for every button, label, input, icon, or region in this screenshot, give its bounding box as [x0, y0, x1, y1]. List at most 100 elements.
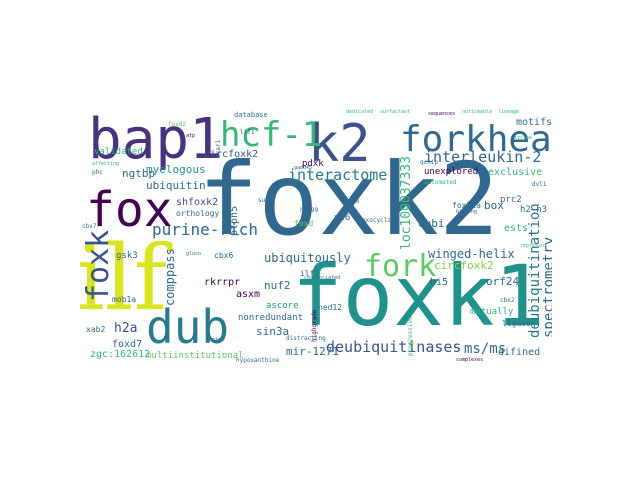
word-noticeable: noticeable [462, 109, 493, 115]
word-gluco: gluco [186, 251, 202, 257]
word-orf24: orf24 [486, 275, 520, 288]
word-sin3a: sin3a [256, 325, 290, 338]
word-foxk1: foxk1 [292, 247, 545, 345]
word-hcf-1: hcf-1 [220, 115, 323, 155]
word-ubiquitin: ubiquitin [146, 179, 206, 192]
word-motifs: motifs [516, 117, 552, 128]
word-ngtbp: ngtbp [122, 167, 156, 180]
word-atp: atp [186, 133, 196, 139]
word-cubi: cubi [418, 217, 445, 230]
word-ptel: ptel [212, 337, 225, 343]
word-foxk: foxk [81, 229, 116, 302]
word-spectrometry: spectrometry [541, 236, 552, 338]
word-coassociated: coassociated [304, 275, 341, 281]
word-repressor: repressor [520, 243, 548, 249]
word-dub: dub [146, 300, 230, 354]
word-gsk3: gsk3 [116, 251, 138, 261]
word-surfactant: surfactant [380, 109, 411, 115]
word-foxk1a: foxk1a [452, 201, 481, 210]
word-complexes: complexes [456, 357, 484, 363]
word-asxm: asxm [236, 289, 261, 300]
word-foxd7: foxd7 [112, 339, 143, 350]
word-progressive: progressive [407, 316, 414, 356]
word-foxk2: foxk2 [198, 141, 500, 258]
word-comppass: comppass [163, 248, 177, 306]
word-bap1: bap1 [88, 107, 223, 172]
word-shfoxk2: shfoxk2 [176, 197, 219, 208]
word-cbx7: cbx7 [82, 223, 97, 230]
word-exclusive: exclusive [488, 167, 543, 178]
word-box: box [484, 199, 504, 212]
word-circfoxk2-green: circfoxk2 [434, 259, 494, 272]
word-sumo: sumo [258, 197, 273, 204]
word-affecting: affecting [92, 161, 120, 167]
word-fork: fork [364, 249, 437, 284]
word-ests: ests [504, 223, 529, 234]
word-cbx2: cbx2 [500, 297, 515, 304]
word-winged-helix: winged-helix [428, 247, 515, 261]
word-dedicated: dedicated [346, 109, 374, 115]
word-fixed: fixed [344, 199, 360, 205]
word-y26: y26 [334, 213, 351, 223]
word-database: database [234, 111, 268, 119]
word-sequences: sequences [428, 111, 456, 117]
word-lineage: lineage [498, 109, 520, 115]
word-pdxk: pdxk [302, 159, 324, 169]
word-fox: fox [86, 182, 173, 238]
word-automated: automated [424, 179, 457, 186]
word-exocyclic: exocyclic [362, 217, 395, 224]
word-deubiquitinases: deubiquitinases [326, 338, 462, 356]
word-validated: validated [94, 147, 143, 157]
word-rkrrpr: rkrrpr [204, 277, 241, 288]
word-hi5: hi5 [430, 277, 449, 288]
word-h2-h3: h2-h3 [520, 205, 548, 215]
word-cloud: foxk2 foxk1 ilf bap1 k2 hcf-1 forkhead f… [80, 106, 552, 364]
word-zgc: zgc:162612 [90, 349, 151, 360]
word-qchip: qchip [420, 159, 439, 166]
word-xab2: xab2 [86, 325, 106, 334]
word-ms-ms: ms/ms [464, 341, 507, 357]
word-ligase: ligase [502, 319, 531, 328]
word-unexplored: unexplored [424, 167, 479, 177]
word-nonredundant: nonredundant [238, 313, 304, 323]
word-mir-1271: mir-1271 [286, 345, 339, 358]
word-myelogous: myelogous [146, 163, 206, 176]
word-cbx6: cbx6 [214, 251, 234, 260]
word-bcar1: bcar1 [215, 139, 222, 158]
word-multiinstitutional: multiinstitutional [146, 351, 244, 361]
word-circfoxk2: circfoxk2 [204, 149, 259, 160]
word-h2a: h2a [114, 321, 138, 336]
word-forkhead: forkhead [400, 119, 552, 160]
word-k2: k2 [308, 114, 371, 174]
word-ilf1: ilf1 [300, 269, 320, 278]
word-phc: phc [92, 169, 103, 176]
word-hypoxanthine: hypoxanthine [236, 357, 280, 364]
word-ned12: ned12 [318, 303, 343, 312]
word-interleukin-2: interleukin-2 [424, 148, 542, 166]
word-ptpn5: ptpn5 [229, 205, 240, 236]
word-ascore: ascore [266, 301, 299, 311]
word-loc100037333: loc100037333 [399, 156, 414, 250]
word-prc2: prc2 [500, 195, 522, 205]
word-lysine: lysine [514, 135, 533, 141]
word-foxd2: foxd2 [168, 121, 187, 128]
word-dvl1: dvl1 [532, 181, 547, 188]
word-ubiquitously: ubiquitously [264, 251, 351, 265]
word-mob1a: mob1a [112, 295, 137, 304]
word-purine-rich: purine-rich [152, 220, 258, 239]
word-distracting: distracting [286, 335, 326, 342]
word-difined: difined [498, 347, 541, 358]
word-deubiquitination: deubiquitination [527, 203, 543, 338]
word-gadd45: gadd45 [294, 165, 313, 171]
word-interactome: interactome [288, 166, 388, 184]
word-ltf1: ltf1 [240, 129, 255, 136]
word-binding: binding [456, 209, 478, 215]
word-hi299: hi299 [300, 207, 319, 214]
word-nuf2: nuf2 [264, 279, 291, 292]
word-orthology: orthology [176, 209, 220, 218]
word-mutually: mutually [470, 307, 514, 317]
word-pp0: pp0 [272, 181, 285, 189]
word-ilf: ilf [80, 226, 167, 331]
word-foxd: foxd [294, 219, 314, 228]
